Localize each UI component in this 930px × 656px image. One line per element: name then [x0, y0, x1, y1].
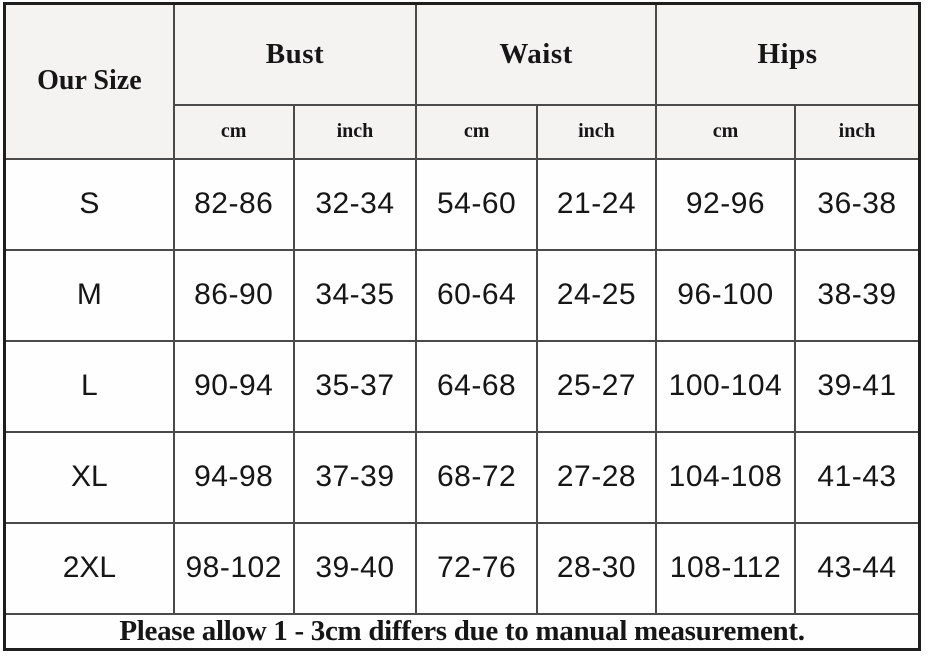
- unit-header-bust-cm: cm: [172, 103, 295, 160]
- measurement-cell: 94-98: [172, 430, 295, 524]
- header-row-groups: Our Size Bust Waist Hips: [3, 2, 921, 160]
- footnote-cell: Please allow 1 - 3cm differs due to manu…: [3, 613, 921, 651]
- measurement-cell: 39-41: [794, 339, 921, 433]
- measurement-cell: 37-39: [292, 430, 418, 524]
- measurement-cell: 25-27: [536, 339, 657, 433]
- measurement-cell: 60-64: [415, 248, 538, 342]
- group-header-bust: Bust: [172, 2, 418, 106]
- size-cell: M: [3, 248, 175, 342]
- size-cell: XL: [3, 430, 175, 524]
- unit-header-hips-inch: inch: [794, 103, 921, 160]
- measurement-cell: 96-100: [654, 248, 797, 342]
- size-chart: Our Size Bust Waist Hips cm inch cm inch…: [3, 2, 921, 651]
- measurement-cell: 38-39: [794, 248, 921, 342]
- measurement-cell: 90-94: [172, 339, 295, 433]
- measurement-cell: 24-25: [536, 248, 657, 342]
- measurement-cell: 100-104: [654, 339, 797, 433]
- measurement-cell: 108-112: [654, 521, 797, 616]
- table-row-2xl: 2XL 98-102 39-40 72-76 28-30 108-112 43-…: [3, 521, 921, 616]
- unit-header-waist-cm: cm: [415, 103, 538, 160]
- unit-header-bust-inch: inch: [292, 103, 418, 160]
- measurement-cell: 36-38: [794, 157, 921, 251]
- size-cell: L: [3, 339, 175, 433]
- measurement-cell: 92-96: [654, 157, 797, 251]
- measurement-cell: 43-44: [794, 521, 921, 616]
- unit-header-hips-cm: cm: [654, 103, 797, 160]
- footnote-row: Please allow 1 - 3cm differs due to manu…: [3, 613, 921, 651]
- table-row-s: S 82-86 32-34 54-60 21-24 92-96 36-38: [3, 157, 921, 251]
- measurement-cell: 64-68: [415, 339, 538, 433]
- unit-header-waist-inch: inch: [536, 103, 657, 160]
- size-cell: S: [3, 157, 175, 251]
- group-header-waist: Waist: [415, 2, 657, 106]
- measurement-cell: 41-43: [794, 430, 921, 524]
- table-row-l: L 90-94 35-37 64-68 25-27 100-104 39-41: [3, 339, 921, 433]
- table-row-m: M 86-90 34-35 60-64 24-25 96-100 38-39: [3, 248, 921, 342]
- table-row-xl: XL 94-98 37-39 68-72 27-28 104-108 41-43: [3, 430, 921, 524]
- corner-header-our-size: Our Size: [3, 2, 175, 160]
- measurement-cell: 68-72: [415, 430, 538, 524]
- measurement-cell: 72-76: [415, 521, 538, 616]
- size-cell: 2XL: [3, 521, 175, 616]
- measurement-cell: 98-102: [172, 521, 295, 616]
- size-chart-table: Our Size Bust Waist Hips cm inch cm inch…: [3, 2, 921, 651]
- measurement-cell: 21-24: [536, 157, 657, 251]
- measurement-cell: 86-90: [172, 248, 295, 342]
- measurement-cell: 28-30: [536, 521, 657, 616]
- measurement-cell: 34-35: [292, 248, 418, 342]
- measurement-cell: 54-60: [415, 157, 538, 251]
- header-row-units: cm inch cm inch cm inch: [5, 103, 921, 160]
- measurement-cell: 27-28: [536, 430, 657, 524]
- group-header-hips: Hips: [654, 2, 921, 106]
- measurement-cell: 82-86: [172, 157, 295, 251]
- measurement-cell: 39-40: [292, 521, 418, 616]
- measurement-cell: 35-37: [292, 339, 418, 433]
- measurement-cell: 104-108: [654, 430, 797, 524]
- measurement-cell: 32-34: [292, 157, 418, 251]
